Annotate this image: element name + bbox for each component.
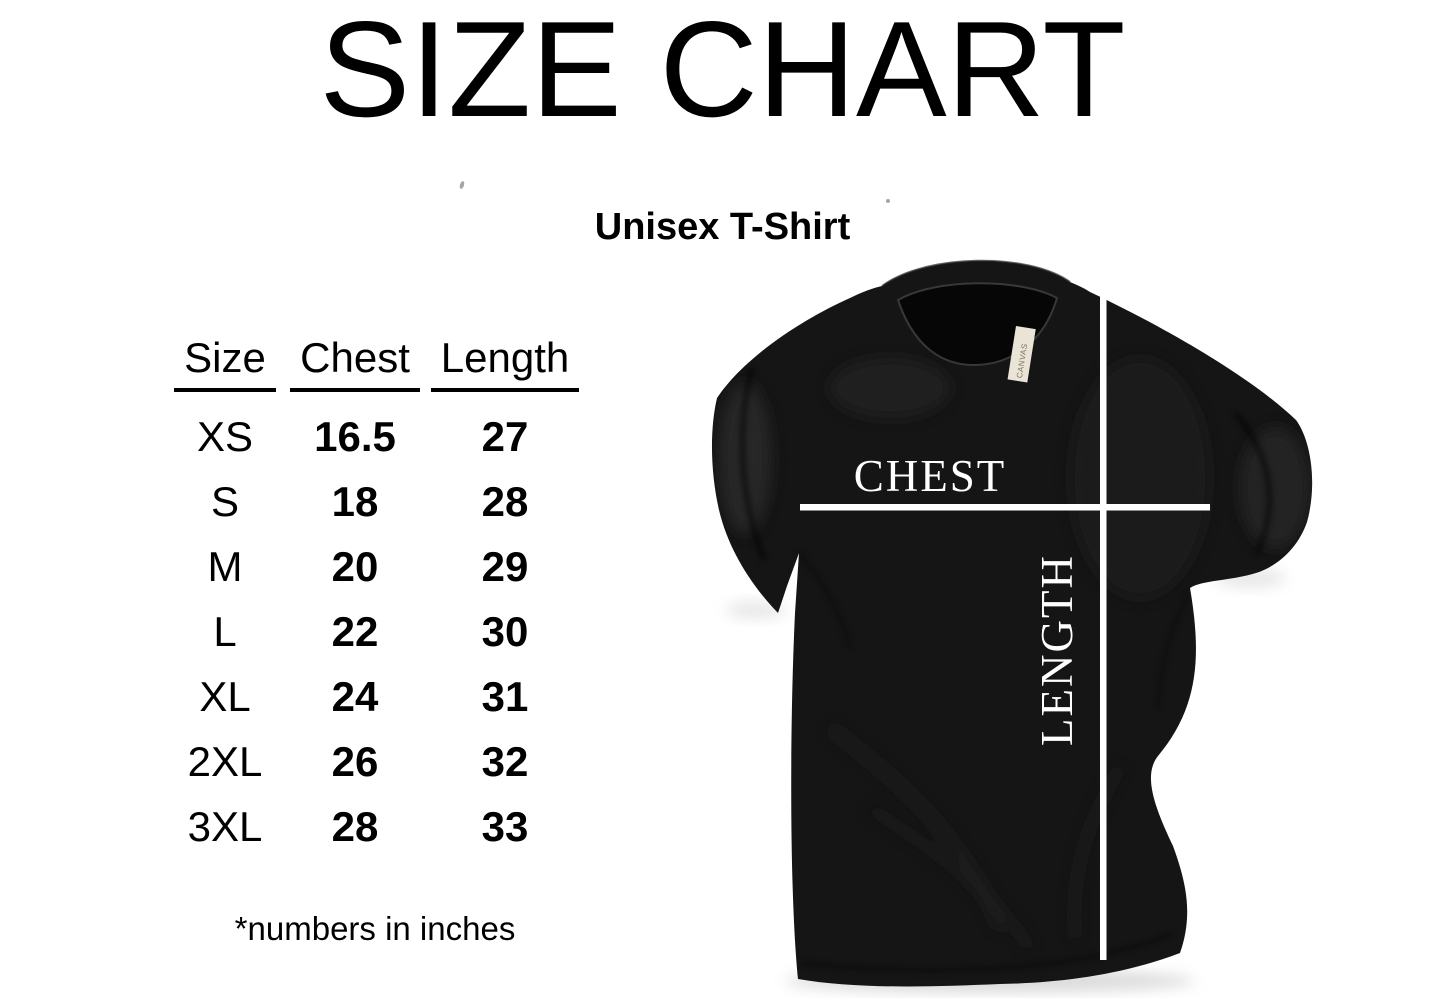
size-label: M (207, 543, 243, 590)
fabric-folds (739, 367, 1272, 972)
size-label: L (213, 608, 237, 655)
length-value: 31 (481, 673, 529, 720)
scan-artifact-dot (458, 180, 466, 190)
collar-seam (881, 259, 1071, 287)
scan-artifact-dot (886, 199, 890, 203)
chest-value: 28 (331, 803, 379, 850)
chest-value: 24 (331, 673, 379, 720)
chest-label: CHEST (854, 451, 1007, 501)
column-header-length: Length (420, 334, 590, 392)
chest-value: 18 (331, 478, 379, 525)
chest-value: 20 (331, 543, 379, 590)
size-label: XS (196, 413, 254, 460)
length-value: 33 (481, 803, 529, 850)
length-measure-line (1100, 283, 1107, 960)
length-value: 28 (481, 478, 529, 525)
page-subtitle: Unisex T-Shirt (594, 206, 851, 248)
column-header-size: Size (160, 334, 290, 392)
tshirt-photo: CANVAS CHEST LENGTH (690, 248, 1320, 998)
length-value: 29 (481, 543, 529, 590)
units-note: *numbers in inches (234, 910, 516, 947)
chest-value: 22 (331, 608, 379, 655)
size-label: XL (199, 673, 251, 720)
size-label: 2XL (187, 738, 263, 785)
chest-value: 16.5 (314, 413, 396, 460)
size-label: 3XL (187, 803, 263, 850)
length-label: LENGTH (1032, 554, 1082, 746)
size-label: S (210, 478, 239, 525)
tshirt-illustration: CANVAS CHEST LENGTH (711, 259, 1313, 993)
chest-measure-line (800, 504, 1210, 511)
column-header-chest: Chest (290, 334, 420, 392)
length-value: 30 (481, 608, 529, 655)
page-title: SIZE CHART (319, 0, 1126, 145)
length-value: 32 (481, 738, 529, 785)
chest-value: 26 (331, 738, 379, 785)
length-value: 27 (481, 413, 529, 460)
collar-tag: CANVAS (1007, 326, 1036, 383)
size-table: Size Chest Length XS 16.5 27 S 18 28 M 2… (160, 334, 590, 859)
